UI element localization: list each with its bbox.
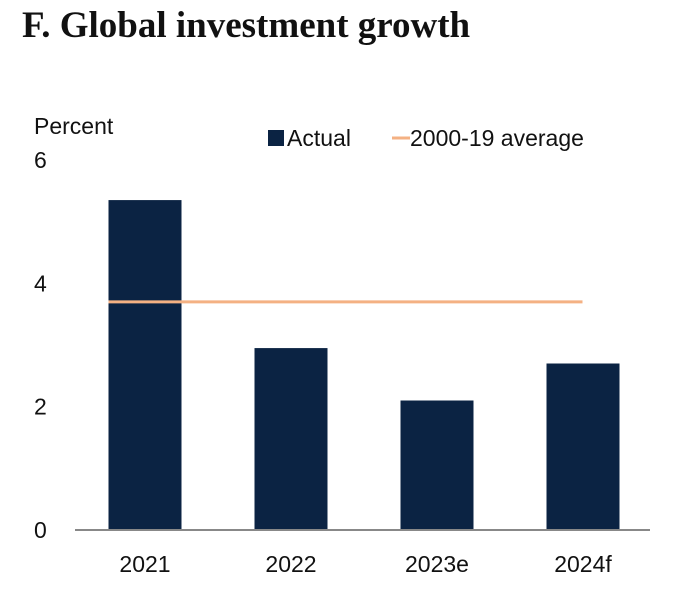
- y-tick-label: 0: [34, 517, 47, 543]
- y-tick-label: 2: [34, 394, 47, 420]
- bar-2021: [108, 200, 182, 531]
- y-tick-label: 6: [34, 147, 47, 173]
- bar-2024f: [546, 363, 620, 530]
- bar-2022: [254, 348, 328, 530]
- x-tick-label: 2021: [119, 551, 170, 577]
- legend-swatch-actual: [268, 130, 284, 146]
- legend-label-average: 2000-19 average: [410, 125, 584, 151]
- legend-label-actual: Actual: [287, 125, 351, 151]
- x-tick-label: 2023e: [405, 551, 469, 577]
- x-tick-label: 2024f: [554, 551, 612, 577]
- bar-2023e: [400, 400, 474, 530]
- chart-title: F. Global investment growth: [22, 5, 471, 46]
- legend: Actual 2000-19 average: [268, 125, 584, 151]
- y-tick-label: 4: [34, 270, 47, 296]
- y-axis-label: Percent: [34, 113, 114, 139]
- x-tick-label: 2022: [265, 551, 316, 577]
